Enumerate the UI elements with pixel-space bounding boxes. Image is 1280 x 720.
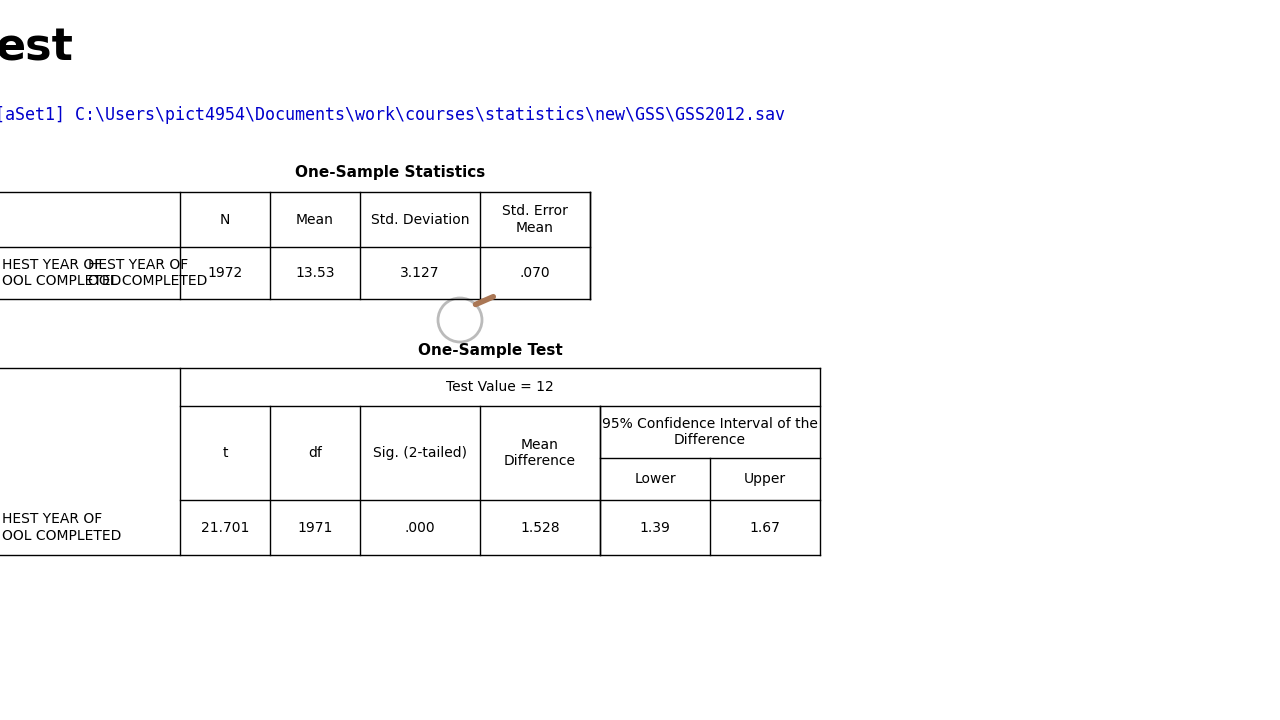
Text: One-Sample Test: One-Sample Test bbox=[417, 343, 562, 358]
Text: Upper: Upper bbox=[744, 472, 786, 486]
Text: 1972: 1972 bbox=[207, 266, 243, 280]
Text: 1.67: 1.67 bbox=[750, 521, 781, 534]
Text: df: df bbox=[308, 446, 323, 460]
Text: Mean
Difference: Mean Difference bbox=[504, 438, 576, 468]
Text: 95% Confidence Interval of the
Difference: 95% Confidence Interval of the Differenc… bbox=[602, 417, 818, 447]
Text: Sig. (2-tailed): Sig. (2-tailed) bbox=[372, 446, 467, 460]
Text: 3.127: 3.127 bbox=[401, 266, 440, 280]
Text: Mean: Mean bbox=[296, 212, 334, 227]
Text: Test Value = 12: Test Value = 12 bbox=[447, 380, 554, 394]
Text: HEST YEAR OF
OOL COMPLETED: HEST YEAR OF OOL COMPLETED bbox=[87, 258, 207, 288]
Text: .070: .070 bbox=[520, 266, 550, 280]
Text: 1971: 1971 bbox=[297, 521, 333, 534]
Text: N: N bbox=[220, 212, 230, 227]
Text: One-Sample Statistics: One-Sample Statistics bbox=[294, 164, 485, 179]
Text: t: t bbox=[223, 446, 228, 460]
Text: est: est bbox=[0, 27, 73, 70]
Text: Std. Deviation: Std. Deviation bbox=[371, 212, 470, 227]
Text: HEST YEAR OF
OOL COMPLETED: HEST YEAR OF OOL COMPLETED bbox=[3, 258, 122, 288]
Text: 1.528: 1.528 bbox=[520, 521, 559, 534]
Text: 21.701: 21.701 bbox=[201, 521, 250, 534]
Text: 13.53: 13.53 bbox=[296, 266, 335, 280]
Text: .000: .000 bbox=[404, 521, 435, 534]
Text: Lower: Lower bbox=[634, 472, 676, 486]
Text: HEST YEAR OF
OOL COMPLETED: HEST YEAR OF OOL COMPLETED bbox=[3, 513, 122, 543]
Text: Std. Error
Mean: Std. Error Mean bbox=[502, 204, 568, 235]
Text: 1.39: 1.39 bbox=[640, 521, 671, 534]
Text: [aSet1] C:\Users\pict4954\Documents\work\courses\statistics\new\GSS\GSS2012.sav: [aSet1] C:\Users\pict4954\Documents\work… bbox=[0, 106, 785, 124]
